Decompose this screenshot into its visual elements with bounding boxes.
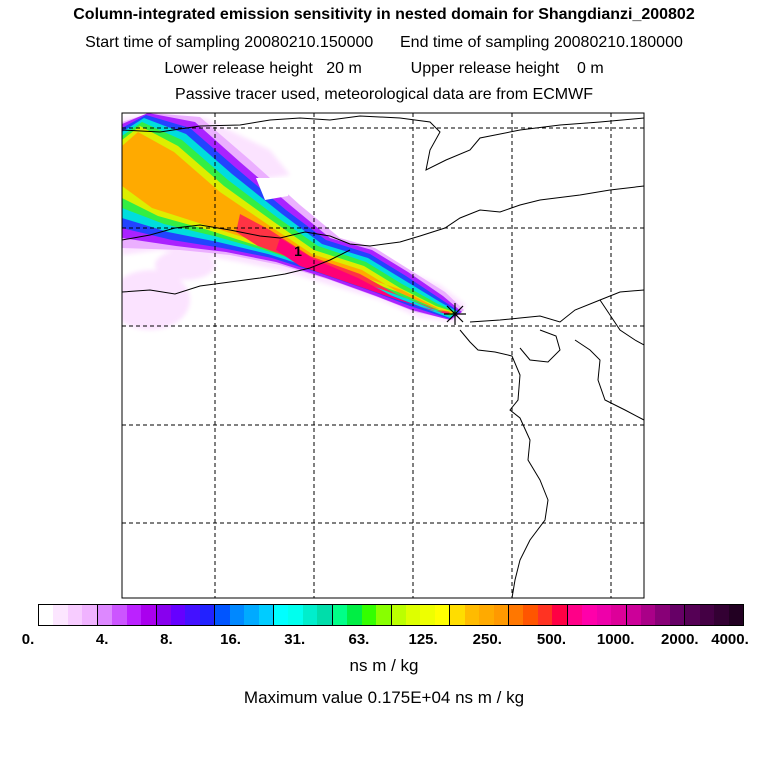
color-swatch xyxy=(625,605,641,625)
color-scale-bar xyxy=(38,604,744,626)
color-swatch xyxy=(67,605,83,625)
color-swatch xyxy=(449,605,465,625)
coastline-lines xyxy=(122,115,644,598)
color-swatch xyxy=(684,605,700,625)
color-swatch xyxy=(611,605,626,625)
color-swatch xyxy=(420,605,435,625)
color-swatch xyxy=(376,605,391,625)
scale-tick-label: 4. xyxy=(95,631,109,648)
color-swatch xyxy=(508,605,524,625)
color-swatch xyxy=(596,605,612,625)
color-swatch xyxy=(82,605,97,625)
color-swatch xyxy=(566,605,583,625)
color-swatch xyxy=(317,605,332,625)
color-swatch xyxy=(244,605,259,625)
sampling-time-text: Start time of sampling 20080210.150000 E… xyxy=(85,34,683,51)
color-swatch xyxy=(53,605,68,625)
release-height-text: Lower release height 20 m Upper release … xyxy=(164,60,604,77)
lat-lon-grid xyxy=(122,113,644,598)
color-swatch xyxy=(714,605,729,625)
color-swatch xyxy=(361,605,377,625)
color-swatch xyxy=(347,605,362,625)
color-swatch xyxy=(141,605,156,625)
color-swatch xyxy=(699,605,715,625)
legend-units: ns m / kg xyxy=(349,656,419,675)
color-swatch xyxy=(728,605,743,625)
color-swatch xyxy=(112,605,127,625)
scale-tick-label: 8. xyxy=(160,631,173,648)
color-swatch xyxy=(273,605,289,625)
scale-tick-label: 0. xyxy=(21,631,35,648)
map-panel: 1 xyxy=(121,112,645,599)
color-swatch xyxy=(258,605,273,625)
scale-tick-label: 63. xyxy=(348,631,370,648)
color-swatch xyxy=(552,605,567,625)
color-swatch xyxy=(126,605,142,625)
scale-tick-label: 4000. xyxy=(711,631,749,648)
scale-tick-label: 2000. xyxy=(661,631,699,648)
receptor-asterisk-icon xyxy=(444,303,466,325)
color-swatch xyxy=(537,605,553,625)
color-swatch xyxy=(582,605,597,625)
color-swatch xyxy=(170,605,186,625)
map-title: Column-integrated emission sensitivity i… xyxy=(73,6,695,23)
color-swatch xyxy=(479,605,494,625)
emission-plume xyxy=(122,113,466,330)
maximum-value-text: Maximum value 0.175E+04 ns m / kg xyxy=(243,688,525,707)
color-swatch xyxy=(493,605,508,625)
color-swatch xyxy=(185,605,200,625)
scale-tick-label: 500. xyxy=(536,631,567,648)
color-swatch xyxy=(39,605,54,625)
color-swatch xyxy=(155,605,171,625)
color-swatch xyxy=(390,605,406,625)
color-swatch xyxy=(331,605,348,625)
plume-marker-label: 1 xyxy=(294,243,302,259)
color-swatch xyxy=(640,605,656,625)
scale-tick-label: 31. xyxy=(284,631,306,648)
color-swatch xyxy=(214,605,230,625)
color-swatch xyxy=(434,605,450,625)
color-swatch xyxy=(405,605,421,625)
color-swatch xyxy=(288,605,303,625)
scale-tick-label: 1000. xyxy=(596,631,635,648)
color-swatch xyxy=(655,605,670,625)
color-swatch xyxy=(199,605,215,625)
tracer-info-text: Passive tracer used, meteorological data… xyxy=(175,86,593,103)
map-frame xyxy=(121,112,645,599)
color-swatch xyxy=(523,605,538,625)
scale-tick-label: 250. xyxy=(472,631,502,648)
scale-tick-label: 125. xyxy=(408,631,438,648)
scale-tick-label: 16. xyxy=(220,631,241,648)
color-swatch xyxy=(96,605,113,625)
color-swatch xyxy=(669,605,685,625)
color-swatch xyxy=(464,605,480,625)
color-swatch xyxy=(229,605,245,625)
color-swatch xyxy=(302,605,318,625)
